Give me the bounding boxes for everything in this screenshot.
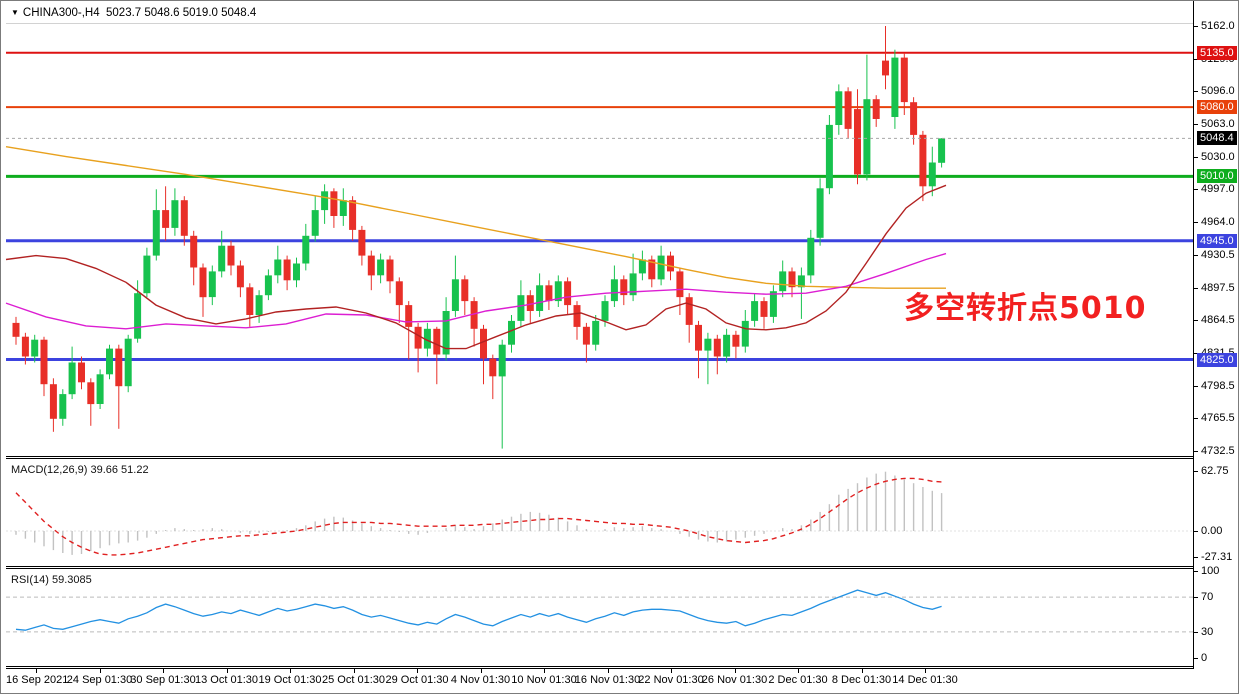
rsi-line [15,589,942,631]
price-tick-mark [1194,124,1198,125]
time-tick-mark [36,669,37,673]
time-tick-label: 29 Oct 01:30 [385,674,449,686]
rsi-tick: 0 [1201,652,1208,664]
macd-tick: 0.00 [1201,525,1223,537]
price-tick: 4864.5 [1201,314,1235,327]
price-tick-mark [1194,287,1198,289]
price-tick-mark [1194,26,1198,27]
rsi-tick: 100 [1201,565,1220,577]
price-tick-mark [1194,255,1198,257]
macd-tick-mark [1194,471,1198,472]
rsi-tick-mark [1194,658,1198,659]
pane-separator[interactable] [6,566,1238,569]
price-tick-mark [1194,189,1198,191]
time-tick-label: 13 Oct 01:30 [195,674,258,686]
level-badge-5080.0: 5080.0 [1197,100,1237,115]
time-tick-label: 16 Nov 01:30 [574,674,641,686]
title-separator [6,23,1194,24]
level-badge-4825.0: 4825.0 [1197,352,1237,367]
time-tick-label: 24 Sep 01:30 [66,674,133,686]
level-badge-5010.0: 5010.0 [1197,169,1237,184]
level-badge-4945.0: 4945.0 [1197,233,1237,248]
ma-fast-darkred [5,184,947,350]
price-tick: 4964.0 [1201,215,1235,228]
time-tick-label: 14 Dec 01:30 [892,674,958,686]
time-tick-label: 2 Dec 01:30 [768,674,828,686]
price-tick: 5096.0 [1201,85,1235,98]
price-tick: 5162.0 [1201,20,1235,32]
price-tick: 4765.5 [1201,412,1235,425]
time-tick-mark [544,669,545,673]
time-tick-label: 16 Sep 2021 [6,674,69,686]
price-tick: 4798.5 [1201,379,1235,392]
rsi-tick-mark [1194,571,1198,572]
price-tick: 5030.0 [1201,150,1235,163]
rsi-tick-mark [1194,597,1198,599]
time-tick-label: 22 Nov 01:30 [638,674,704,686]
time-axis[interactable]: 16 Sep 2021 24 Sep 01:30 30 Sep 01:30 13 Oc… [6,669,1238,692]
macd-pane[interactable] [6,459,1193,566]
price-tick-mark [1194,91,1198,93]
current-price-badge: 5048.4 [1197,131,1237,146]
rsi-pane[interactable] [6,569,1193,666]
time-tick-label: 30 Sep 01:30 [130,674,196,686]
price-tick-mark [1194,451,1198,453]
time-tick-label: 8 Dec 01:30 [831,674,892,686]
time-tick-mark [480,669,482,673]
time-tick-mark [734,669,736,673]
time-tick-label: 10 Nov 01:30 [511,674,577,686]
price-axis[interactable]: 5162.05129.05096.05063.05030.04997.04964… [1193,1,1238,669]
price-tick: 4930.5 [1201,249,1235,262]
time-tick-label: 4 Nov 01:30 [450,674,511,686]
time-tick-mark [925,669,926,673]
time-tick-label: 25 Oct 01:30 [322,674,385,686]
chart-title-text: CHINA300-,H4 5023.7 5048.6 5019.0 5048.4 [22,7,257,19]
price-tick-mark [1194,320,1198,322]
macd-tick: -27.31 [1201,551,1233,564]
macd-signal-line [15,477,942,556]
ma-slow-orange [5,146,946,289]
macd-tick-mark [1194,557,1198,559]
pane-separator [6,666,1238,669]
price-tick-mark [1194,418,1198,420]
rsi-tick: 30 [1201,625,1214,638]
level-badge-5135.0: 5135.0 [1197,45,1237,60]
main-price-pane[interactable] [5,23,1193,456]
time-tick-mark [99,669,101,673]
price-tick-mark [1194,385,1198,387]
time-tick-mark [671,669,672,673]
price-tick: 5063.0 [1201,118,1235,130]
time-tick-mark [290,669,291,673]
macd-label: MACD(12,26,9) 39.66 51.22 [11,464,149,476]
time-tick-mark [607,669,609,673]
time-tick-label: 19 Oct 01:30 [258,674,322,686]
macd-tick-mark [1194,531,1198,532]
time-tick-mark [226,669,228,673]
pane-separator[interactable] [6,456,1238,459]
price-tick-mark [1194,221,1198,223]
ma-mid-magenta [5,252,947,330]
time-tick-mark [861,669,863,673]
time-tick-mark [798,669,799,673]
time-tick-mark [417,669,418,673]
rsi-tick: 70 [1201,591,1214,604]
chart-title: ▼ CHINA300-,H4 5023.7 5048.6 5019.0 5048.… [11,7,256,19]
macd-tick: 62.75 [1201,465,1229,477]
price-tick: 4732.5 [1201,445,1235,458]
chart-annotation: 多空转折点5010 [904,291,1147,326]
time-tick-mark [163,669,164,673]
symbol-dropdown-icon[interactable]: ▼ [11,8,19,17]
price-tick-mark [1194,353,1198,355]
price-tick: 4997.0 [1201,183,1235,196]
rsi-label: RSI(14) 59.3085 [11,574,92,586]
bottom-border [1,692,1238,693]
price-tick-mark [1194,58,1198,60]
rsi-tick-mark [1194,631,1198,633]
time-tick-mark [353,669,355,673]
price-tick: 4897.5 [1201,281,1235,294]
time-tick-label: 26 Nov 01:30 [701,674,768,686]
price-tick-mark [1194,156,1198,158]
